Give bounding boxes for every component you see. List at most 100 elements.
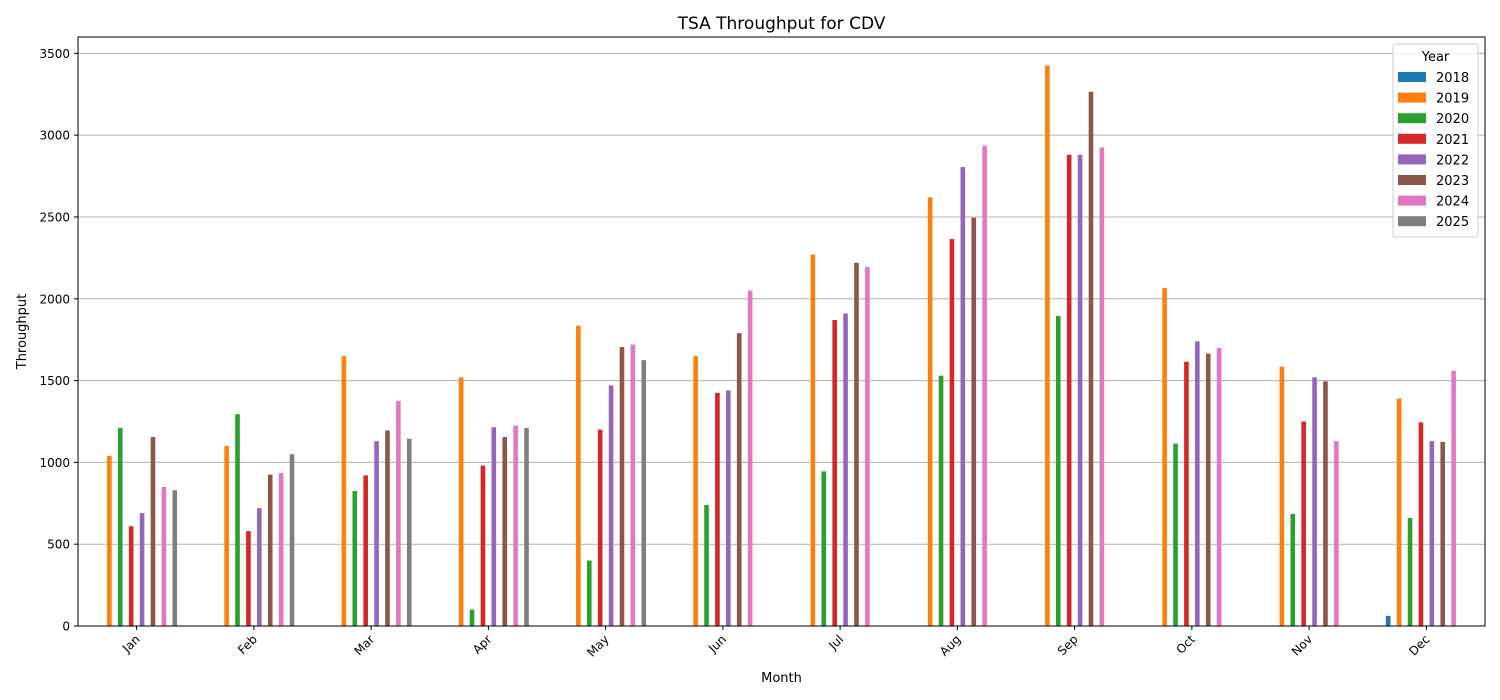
- x-tick-label-jun: Jun: [705, 632, 729, 656]
- bar-2024-dec: [1451, 370, 1456, 626]
- bar-2019-jun: [693, 356, 698, 626]
- bar-2022-jan: [139, 513, 145, 626]
- legend-label-2025: 2025: [1436, 215, 1469, 230]
- bar-2023-jul: [854, 262, 859, 626]
- bar-2019-jan: [107, 455, 112, 626]
- bar-2023-mar: [385, 430, 390, 626]
- bar-2019-aug: [927, 197, 933, 627]
- bar-2021-dec: [1418, 422, 1424, 626]
- legend-label-2018: 2018: [1436, 71, 1469, 86]
- x-tick-label-oct: Oct: [1173, 632, 1198, 657]
- bar-2022-feb: [257, 508, 262, 626]
- bar-2023-dec: [1440, 441, 1446, 626]
- bar-2019-jul: [810, 254, 816, 626]
- y-axis: 0 500 1000 1500 2000 2500 3000 3500: [39, 47, 78, 634]
- bar-2019-mar: [341, 356, 347, 626]
- x-tick-label-aug: Aug: [937, 632, 963, 658]
- legend-swatch-2025: [1398, 216, 1426, 227]
- y-tick-label: 1500: [39, 374, 70, 388]
- bar-2024-nov: [1334, 441, 1339, 626]
- y-tick-label: 2500: [39, 210, 70, 224]
- legend-label-2024: 2024: [1436, 195, 1469, 210]
- bar-2023-may: [619, 347, 625, 626]
- bar-2020-apr: [469, 609, 475, 626]
- plot-frame: [77, 36, 1486, 627]
- legend-swatch-2019: [1398, 92, 1426, 103]
- bar-2021-nov: [1301, 421, 1306, 626]
- x-tick-label-sep: Sep: [1055, 632, 1081, 658]
- bar-2019-may: [576, 325, 581, 626]
- bar-2020-feb: [235, 414, 240, 626]
- y-tick-label: 0: [62, 620, 70, 634]
- bar-2022-may: [608, 385, 614, 626]
- bar-2024-sep: [1099, 147, 1105, 626]
- bar-2019-feb: [224, 446, 229, 626]
- y-tick-label: 500: [47, 538, 70, 552]
- bar-2018-dec: [1385, 615, 1391, 626]
- bar-2024-oct: [1216, 347, 1222, 626]
- legend-label-2022: 2022: [1436, 153, 1469, 168]
- legend-swatch-2021: [1398, 133, 1426, 144]
- bar-2021-oct: [1184, 361, 1189, 626]
- bar-2020-jul: [821, 471, 827, 626]
- legend-swatch-2023: [1398, 175, 1426, 185]
- bar-2022-nov: [1312, 377, 1317, 626]
- x-tick-label-nov: Nov: [1289, 632, 1315, 658]
- bar-2022-sep: [1077, 154, 1083, 627]
- bar-2023-sep: [1088, 91, 1094, 627]
- bar-2019-apr: [458, 377, 464, 626]
- legend-swatch-2018: [1398, 72, 1426, 82]
- x-tick-label-jan: Jan: [119, 632, 143, 656]
- legend-title: Year: [1421, 50, 1450, 65]
- bar-2022-mar: [374, 441, 379, 626]
- bar-2020-oct: [1173, 443, 1178, 626]
- bar-2023-apr: [502, 437, 508, 626]
- bar-2024-may: [630, 344, 636, 626]
- bar-2023-jun: [736, 333, 742, 626]
- bar-2023-aug: [971, 217, 977, 626]
- bar-2021-feb: [246, 531, 251, 626]
- chart-title: TSA Throughput for CDV: [677, 14, 886, 34]
- bar-2024-jul: [865, 266, 870, 626]
- bar-2021-jul: [832, 320, 837, 626]
- bar-2020-jan: [117, 428, 123, 626]
- bar-2021-aug: [949, 239, 955, 626]
- bar-2019-sep: [1045, 65, 1050, 626]
- bar-2024-apr: [513, 425, 518, 626]
- bar-2024-jun: [747, 290, 753, 626]
- bar-2020-dec: [1407, 518, 1413, 626]
- bar-2020-jun: [704, 504, 709, 626]
- legend-label-2021: 2021: [1436, 133, 1469, 148]
- bar-2024-feb: [278, 473, 284, 626]
- x-axis: Jan Feb Mar Apr May Jun Jul Aug Sep Oct Nov Dec: [119, 626, 1432, 660]
- bar-2024-aug: [982, 145, 987, 626]
- gridlines: [78, 52, 1485, 627]
- bar-2019-oct: [1162, 288, 1167, 626]
- x-tick-label-feb: Feb: [235, 632, 260, 657]
- bar-2020-sep: [1055, 315, 1061, 626]
- bar-2021-may: [597, 429, 603, 626]
- legend-label-2019: 2019: [1436, 92, 1469, 107]
- y-axis-label: Throughput: [15, 294, 30, 371]
- bar-2021-sep: [1066, 154, 1072, 627]
- x-tick-label-may: May: [584, 632, 611, 659]
- x-tick-label-dec: Dec: [1406, 632, 1432, 658]
- bar-2022-oct: [1195, 341, 1200, 626]
- bar-2023-nov: [1323, 381, 1328, 626]
- legend-label-2020: 2020: [1436, 112, 1469, 127]
- y-tick-label: 2000: [39, 292, 70, 306]
- bar-2022-apr: [491, 427, 497, 626]
- x-tick-label-mar: Mar: [351, 632, 377, 658]
- bar-2023-feb: [267, 474, 273, 626]
- bar-2022-jun: [726, 390, 731, 626]
- legend-swatch-2020: [1398, 113, 1426, 124]
- bar-2023-oct: [1205, 353, 1211, 626]
- bar-2025-apr: [524, 428, 529, 626]
- bar-2024-mar: [396, 401, 401, 626]
- bar-2025-mar: [406, 438, 412, 626]
- bar-2021-mar: [363, 475, 368, 626]
- x-axis-label: Month: [761, 671, 802, 686]
- bar-2019-nov: [1279, 366, 1285, 626]
- legend: Year 2018 2019 2020 2021 2022 2023 2024 2025: [1392, 43, 1479, 238]
